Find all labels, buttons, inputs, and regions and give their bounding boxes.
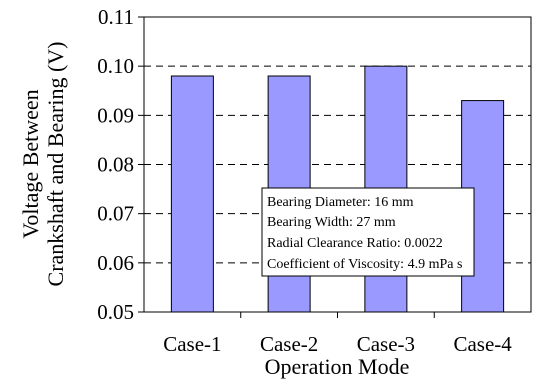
annotation-line: Bearing Width: 27 mm xyxy=(267,215,396,230)
x-axis-title: Operation Mode xyxy=(265,354,410,379)
annotation-line: Radial Clearance Ratio: 0.0022 xyxy=(267,236,443,251)
y-axis-title-line-2: Crankshaft and Bearing (V) xyxy=(43,42,68,287)
x-tick-label: Case-2 xyxy=(260,332,318,356)
bar-case-1 xyxy=(170,75,214,313)
y-tick-label: 0.05 xyxy=(97,300,134,324)
x-axis-ticks: Case-1 Case-2 Case-3 Case-4 xyxy=(163,312,512,356)
annotation-frame xyxy=(261,187,475,277)
y-tick-label: 0.07 xyxy=(97,202,134,226)
y-tick-label: 0.09 xyxy=(97,103,134,127)
y-tick-label: 0.11 xyxy=(98,5,134,29)
annotation-line: Coefficient of Viscosity: 4.9 mPa s xyxy=(267,257,462,272)
y-tick-label: 0.08 xyxy=(97,153,134,177)
y-tick-label: 0.06 xyxy=(97,251,134,275)
x-tick-label: Case-3 xyxy=(357,332,415,356)
y-axis-ticks: 0.05 0.06 0.07 0.08 0.09 0.10 0.11 xyxy=(97,5,144,324)
y-axis-title-line-1: Voltage Between xyxy=(18,89,43,238)
y-tick-label: 0.10 xyxy=(97,54,134,78)
annotation-line: Bearing Diameter: 16 mm xyxy=(267,195,414,210)
x-tick-label: Case-1 xyxy=(163,332,221,356)
annotation-box: Bearing Diameter: 16 mm Bearing Width: 2… xyxy=(261,187,475,277)
x-tick-label: Case-4 xyxy=(453,332,512,356)
